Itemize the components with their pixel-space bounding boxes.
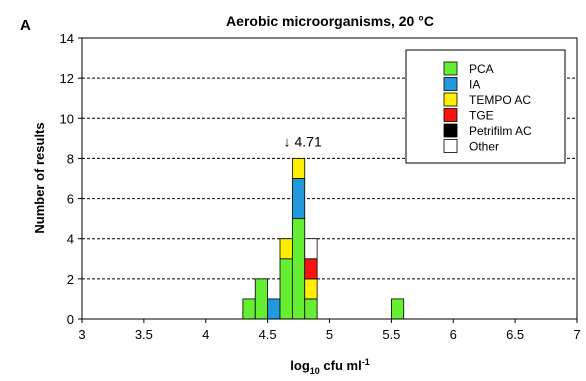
y-tick-label: 6 [67,192,74,207]
x-axis-label-superscript: -1 [362,357,370,367]
x-axis-label-rest: cfu ml [320,358,362,373]
y-tick-label: 14 [60,31,74,46]
bar-segment [304,258,318,280]
bar-segment [242,298,256,320]
x-tick-label: 3 [78,327,85,342]
legend-swatch [443,92,458,107]
y-axis-label: Number of results [32,122,47,233]
bar-segment [390,298,405,320]
legend-box [405,49,566,164]
legend-label: IA [469,78,480,92]
panel-label: A [20,17,31,34]
legend-label: PCA [469,62,494,76]
legend-label: Other [469,140,499,154]
y-tick-label: 8 [67,151,74,166]
bars [242,158,405,320]
bar-segment [291,218,306,320]
x-tick-label: 6 [450,327,457,342]
legend-label: Petrifilm AC [469,124,532,138]
annotation-arrow-label: ↓ 4.71 [284,133,322,149]
x-axis-label-subscript: 10 [310,366,320,376]
bar-segment [279,258,293,320]
x-tick-label: 5.5 [382,327,400,342]
y-tick-label: 0 [67,312,74,327]
bar-segment [304,238,318,260]
x-tick-label: 7 [573,327,580,342]
y-tick-label: 10 [60,111,74,126]
bar-segment [279,238,293,260]
legend-label: TGE [469,109,494,123]
legend-swatch [443,108,458,122]
y-tick-label: 4 [67,232,74,247]
axis-ticks: 0 2 4 6 8 10 12 14 3 3.5 4 4.5 5 5.5 6 6.5 7 [60,31,581,342]
legend-swatch [443,139,458,153]
x-tick-label: 4 [202,327,209,342]
legend-swatch [443,123,458,138]
bar-segment [267,298,281,320]
bar-segment [291,178,306,220]
bar-segment [304,278,318,300]
chart-title: Aerobic microorganisms, 20 °C [226,13,434,29]
y-tick-label: 2 [67,272,74,287]
legend-swatch [443,77,458,91]
legend-swatch [443,61,458,76]
bar-segment [254,278,269,320]
x-tick-label: 4.5 [259,327,277,342]
x-axis-label-base: log [290,358,310,373]
x-tick-label: 5 [326,327,333,342]
x-axis-label: log10 cfu ml-1 [290,357,369,376]
y-tick-label: 12 [60,71,74,86]
bar-segment [304,298,318,320]
x-tick-label: 6.5 [506,327,524,342]
legend-label: TEMPO AC [469,93,531,107]
x-tick-label: 3.5 [135,327,153,342]
gridlines [82,77,577,280]
bar-segment [291,158,306,179]
